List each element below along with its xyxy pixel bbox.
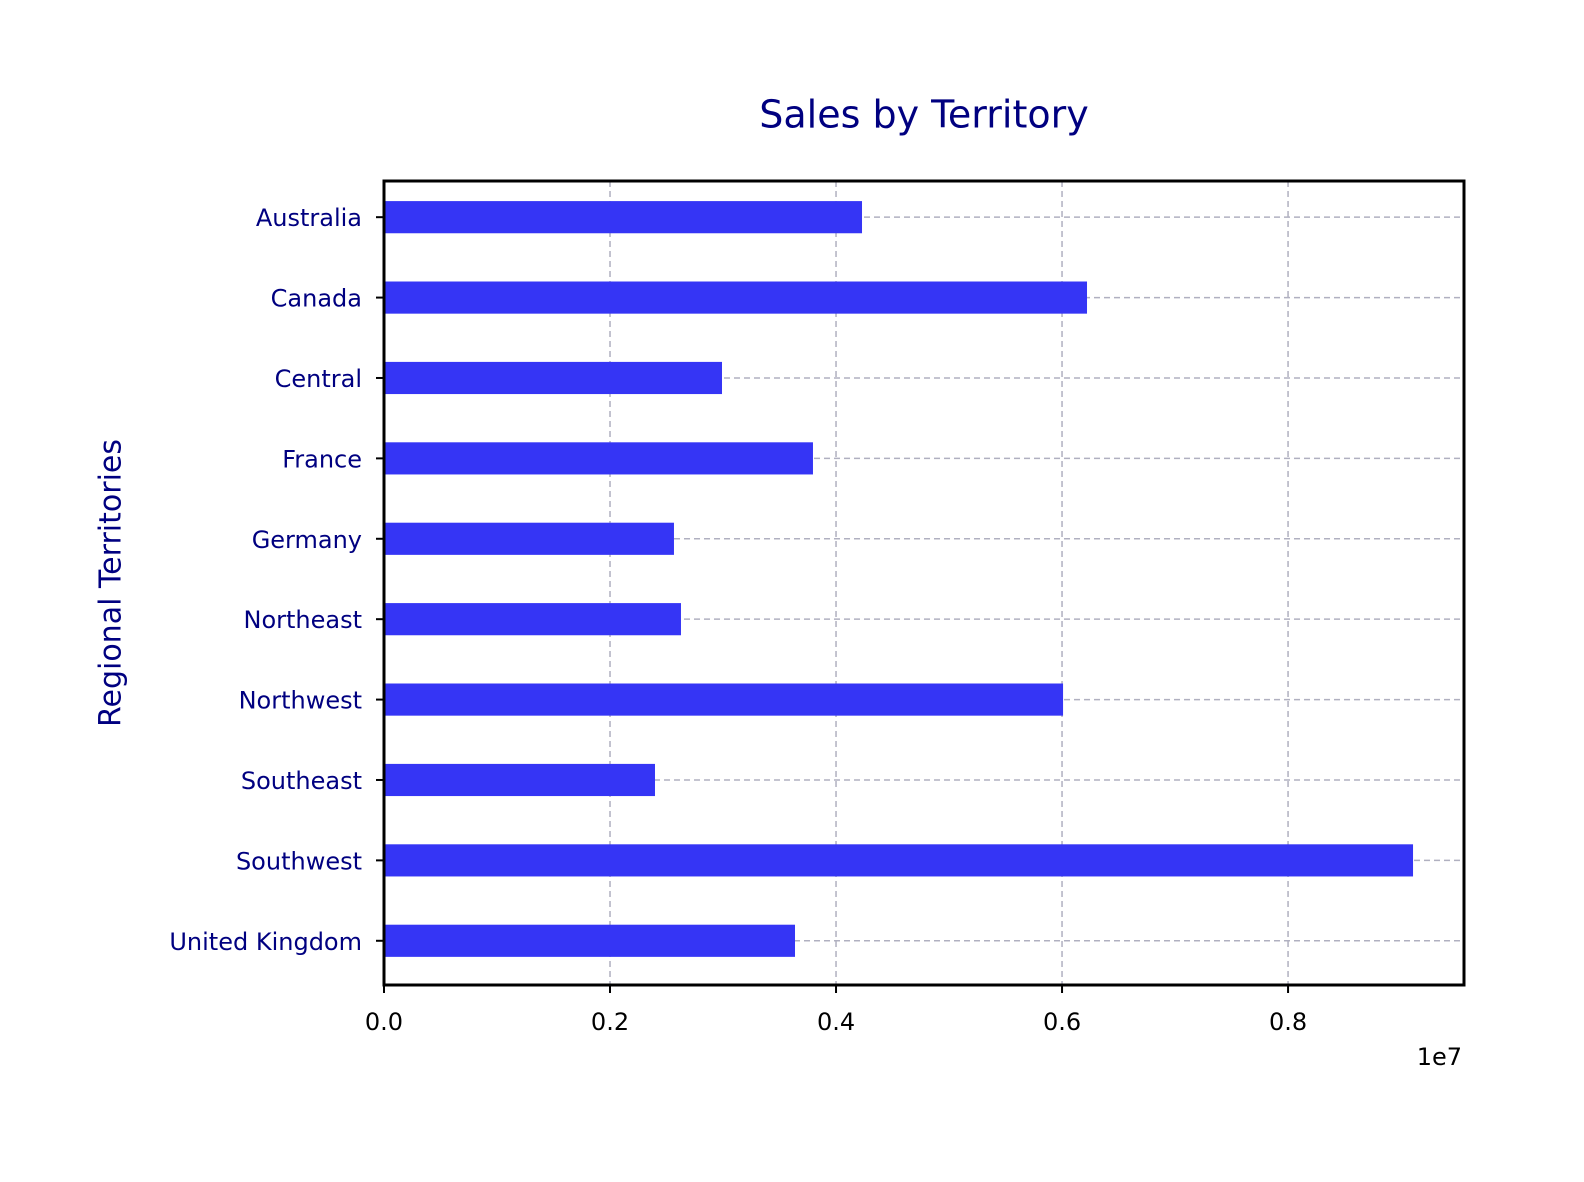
bar <box>384 763 655 797</box>
x-tick-label: 0.4 <box>817 1008 855 1036</box>
x-offset-label: 1e7 <box>1417 1043 1462 1071</box>
bar <box>384 522 674 555</box>
bar <box>384 603 681 636</box>
y-tick-label: Central <box>275 365 362 393</box>
bar <box>384 683 1064 716</box>
bar <box>384 361 723 395</box>
bar <box>384 924 796 957</box>
x-tick-label: 0.2 <box>591 1008 629 1036</box>
bar <box>384 844 1414 877</box>
bar <box>384 201 863 234</box>
y-tick-label: Canada <box>271 285 362 313</box>
y-tick-label: United Kingdom <box>169 928 362 956</box>
bar <box>384 281 1088 314</box>
y-tick-label: Australia <box>256 204 362 232</box>
y-tick-label: Southwest <box>236 847 362 875</box>
y-tick-label: Northeast <box>243 606 362 634</box>
y-tick-label: Germany <box>252 526 362 554</box>
y-tick-label: France <box>282 445 362 473</box>
bar <box>384 442 813 475</box>
plot-frame <box>382 179 1466 987</box>
y-axis-label: Regional Territories <box>94 439 129 727</box>
y-tick-label: Southeast <box>241 767 362 795</box>
x-tick-label: 0.0 <box>365 1008 403 1036</box>
x-tick-label: 0.6 <box>1043 1008 1081 1036</box>
x-tick-label: 0.8 <box>1269 1008 1307 1036</box>
y-tick-label: Northwest <box>239 687 362 715</box>
chart-title: Sales by Territory <box>759 93 1088 137</box>
